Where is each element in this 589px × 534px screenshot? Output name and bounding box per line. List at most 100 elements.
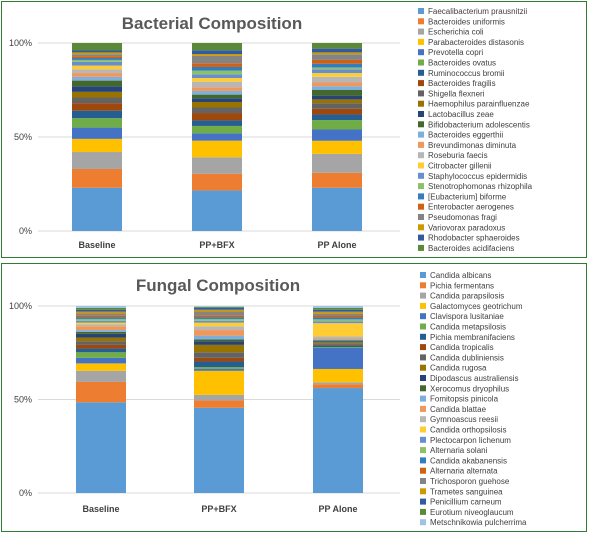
bar-segment-bacterial-0-1: [72, 168, 122, 188]
bar-segment-fungal-0-5: [76, 352, 126, 358]
y-tick-label: 0%: [19, 488, 32, 498]
bar-segment-bacterial-1-19: [192, 63, 242, 67]
bar-segment-fungal-1-3: [194, 370, 244, 395]
legend-label: Clavispora lusitaniae: [430, 312, 504, 321]
legend-label: Galactomyces geotrichum: [430, 302, 523, 311]
legend-label: Bifidobacterium adolescentis: [428, 120, 530, 129]
legend-label: Candida akabanensis: [430, 456, 507, 465]
bar-segment-bacterial-2-4: [312, 129, 362, 141]
legend-label: Prevotella copri: [428, 48, 483, 57]
bar-segment-bacterial-0-21: [72, 52, 122, 55]
legend-swatch: [418, 183, 424, 190]
bar-segment-bacterial-2-7: [312, 108, 362, 115]
legend-swatch: [420, 478, 426, 484]
category-label: Baseline: [82, 504, 119, 514]
bar-segment-fungal-1-21: [194, 309, 244, 312]
bar-segment-bacterial-1-8: [192, 107, 242, 114]
legend-swatch: [420, 447, 426, 454]
bar-segment-fungal-0-16: [76, 320, 126, 323]
bar-segment-fungal-1-6: [194, 361, 244, 368]
legend-label: Penicillium carneum: [430, 498, 502, 507]
bacterial-chart-panel: Bacterial Composition 0% 50% 100% Baseline PP…: [1, 1, 587, 258]
bar-segment-fungal-2-12: [313, 339, 363, 341]
legend-swatch: [418, 8, 424, 14]
bacterial-chart-title: Bacterial Composition: [122, 14, 302, 33]
bar-segment-fungal-0-0: [76, 402, 126, 493]
bar-segment-fungal-1-1: [194, 400, 244, 408]
bar-segment-bacterial-0-12: [72, 76, 122, 81]
bar-segment-fungal-2-16: [313, 321, 363, 324]
y-tick-label: 100%: [9, 38, 32, 48]
bar-segment-bacterial-0-16: [72, 61, 122, 66]
legend-label: Faecalibacterium prausnitzii: [428, 7, 527, 16]
legend-label: Alternaria alternata: [430, 467, 498, 476]
legend-swatch: [418, 59, 424, 66]
bar-segment-fungal-0-8: [76, 341, 126, 345]
legend-swatch: [418, 100, 424, 107]
bar-segment-bacterial-2-9: [312, 99, 362, 104]
bar-segment-bacterial-1-4: [192, 133, 242, 141]
legend-swatch: [420, 498, 426, 505]
legend-swatch: [418, 193, 424, 200]
legend-swatch: [418, 28, 424, 35]
category-label: Baseline: [78, 240, 115, 250]
bar-segment-bacterial-2-2: [312, 153, 362, 173]
bar-segment-fungal-1-9: [194, 344, 244, 353]
legend-swatch: [418, 18, 424, 25]
bar-segment-fungal-0-12: [76, 330, 126, 332]
bar-segment-bacterial-2-3: [312, 140, 362, 154]
legend-swatch: [420, 333, 426, 340]
bar-segment-fungal-2-9: [313, 342, 363, 344]
bar-segment-bacterial-2-1: [312, 172, 362, 188]
bar-segment-bacterial-1-16: [192, 74, 242, 79]
legend-swatch: [418, 131, 424, 138]
legend-label: Parabacteroides distasonis: [428, 38, 524, 47]
bar-segment-fungal-1-0: [194, 407, 244, 493]
bar-segment-fungal-0-15: [76, 322, 126, 325]
bar-segment-fungal-1-19: [194, 315, 244, 318]
legend-label: Bacteroides fragilis: [428, 79, 496, 88]
legend-label: Brevundimonas diminuta: [428, 141, 517, 150]
legend-swatch: [418, 111, 424, 117]
legend-swatch: [420, 395, 426, 402]
legend-label: Xerocomus dryophilus: [430, 384, 509, 393]
bar-segment-bacterial-0-2: [72, 152, 122, 169]
legend-swatch: [418, 141, 424, 148]
bar-segment-bacterial-2-23: [312, 43, 362, 49]
legend-label: Variovorax paradoxus: [428, 223, 505, 232]
legend-label: Ruminococcus bromii: [428, 69, 505, 78]
bar-segment-bacterial-2-5: [312, 120, 362, 130]
bar-segment-bacterial-1-3: [192, 140, 242, 158]
legend-label: Candida rugosa: [430, 364, 487, 373]
legend-label: Escherichia coli: [428, 28, 484, 37]
bar-segment-fungal-1-8: [194, 352, 244, 358]
bar-segment-bacterial-1-9: [192, 101, 242, 108]
legend-swatch: [420, 519, 426, 526]
legend-label: Shigella flexneri: [428, 89, 485, 98]
bar-segment-bacterial-0-17: [72, 59, 122, 62]
legend-swatch: [418, 214, 424, 220]
bar-segment-fungal-1-22: [194, 307, 244, 310]
bar-segment-bacterial-2-11: [312, 90, 362, 96]
bar-segment-bacterial-0-22: [72, 50, 122, 53]
bar-segment-bacterial-1-22: [192, 50, 242, 55]
legend-swatch: [418, 162, 424, 169]
legend-label: Plectocarpon lichenum: [430, 436, 511, 445]
bar-segment-bacterial-0-23: [72, 43, 122, 51]
bar-segment-fungal-2-1: [313, 384, 363, 389]
legend-swatch: [420, 375, 426, 381]
bar-segment-fungal-1-4: [194, 368, 244, 371]
bar-segment-fungal-0-7: [76, 344, 126, 349]
bar-segment-fungal-1-7: [194, 357, 244, 362]
legend-label: Haemophilus parainfluenzae: [428, 100, 530, 109]
bar-segment-fungal-2-4: [313, 347, 363, 369]
bar-segment-bacterial-1-18: [192, 66, 242, 71]
bar-segment-fungal-2-3: [313, 368, 363, 383]
legend-swatch: [418, 244, 424, 251]
bar-segment-fungal-1-11: [194, 339, 244, 342]
bar-segment-bacterial-2-0: [312, 187, 362, 231]
legend-swatch: [420, 323, 426, 330]
bar-segment-fungal-0-22: [76, 309, 126, 312]
bar-segment-fungal-2-0: [313, 388, 363, 493]
legend-label: Candida blattae: [430, 405, 487, 414]
